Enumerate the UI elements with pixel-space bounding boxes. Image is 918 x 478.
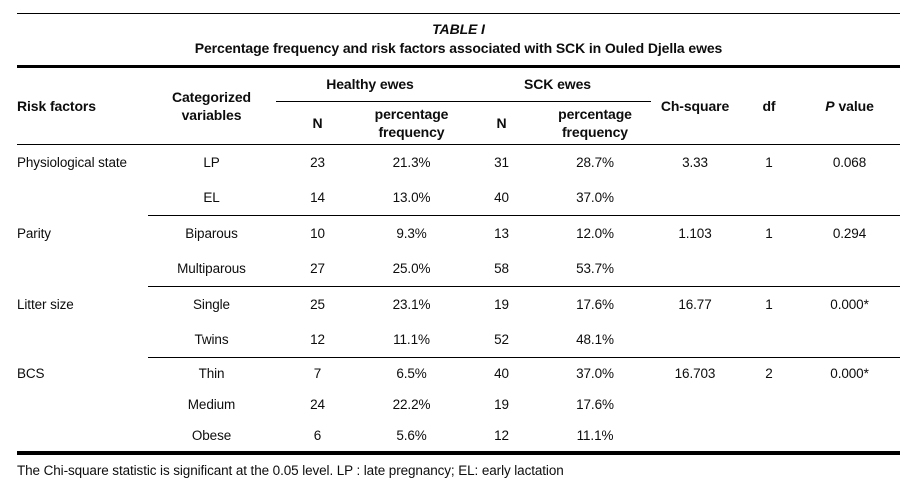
header-sck-percentage-frequency: percentage frequency <box>558 105 632 140</box>
table-header: Risk factors Categorized variables Healt… <box>17 68 900 144</box>
header-p-value-rest: value <box>838 97 874 114</box>
sck-n-cell: 19 <box>494 396 509 412</box>
title-block: TABLE I Percentage frequency and risk fa… <box>17 14 900 65</box>
table-title: TABLE I <box>432 21 485 37</box>
header-sck-ewes: SCK ewes <box>464 68 651 102</box>
top-rule <box>17 13 900 14</box>
healthy-pct-cell: 25.0% <box>392 260 431 276</box>
variable-cell: Multiparous <box>177 260 246 276</box>
sck-pct-cell: 11.1% <box>576 427 614 443</box>
variable-cell: Biparous <box>185 225 238 241</box>
healthy-n-cell: 12 <box>310 331 325 347</box>
sck-n-cell: 58 <box>494 260 509 276</box>
bottom-rule <box>17 451 900 455</box>
header-risk-factors: Risk factors <box>17 97 96 114</box>
header-healthy-ewes: Healthy ewes <box>276 68 464 102</box>
header-p-value-p: P <box>825 97 835 114</box>
sck-n-cell: 52 <box>494 331 509 347</box>
chi-square-cell: 3.33 <box>682 154 708 170</box>
sck-pct-cell: 37.0% <box>576 365 614 381</box>
group-separator <box>148 286 900 287</box>
chi-square-cell: 16.703 <box>674 365 716 381</box>
header-p-value: P value <box>799 68 900 144</box>
table-subtitle: Percentage frequency and risk factors as… <box>194 40 723 56</box>
p-value-cell: 0.294 <box>832 225 867 241</box>
healthy-n-cell: 25 <box>310 296 325 312</box>
header-df: df <box>762 97 776 114</box>
table-footnote: The Chi-square statistic is significant … <box>17 463 564 478</box>
healthy-n-cell: 14 <box>310 189 325 205</box>
healthy-pct-cell: 22.2% <box>392 396 431 412</box>
healthy-pct-cell: 5.6% <box>396 427 427 443</box>
group-parity: Parity Biparous 10 9.3% 13 12.0% Multipa… <box>17 216 900 286</box>
healthy-n-cell: 24 <box>310 396 325 412</box>
sck-n-cell: 31 <box>494 154 509 170</box>
risk-factor-label: BCS <box>17 365 45 381</box>
healthy-pct-cell: 23.1% <box>392 296 431 312</box>
sck-pct-cell: 28.7% <box>576 154 614 170</box>
header-healthy-n: N <box>312 114 323 131</box>
table-page: TABLE I Percentage frequency and risk fa… <box>17 0 900 478</box>
p-value-cell: 0.068 <box>832 154 867 170</box>
df-cell: 1 <box>765 154 773 170</box>
risk-factor-label: Physiological state <box>17 154 127 170</box>
healthy-pct-cell: 21.3% <box>392 154 431 170</box>
variable-cell: Single <box>193 296 230 312</box>
sck-pct-cell: 53.7% <box>576 260 614 276</box>
p-value-cell: 0.000* <box>830 365 869 381</box>
variable-cell: Obese <box>191 427 232 443</box>
healthy-n-cell: 23 <box>310 154 325 170</box>
healthy-pct-cell: 9.3% <box>396 225 427 241</box>
risk-factor-label: Litter size <box>17 296 74 312</box>
group-litter-size: Litter size Single 25 23.1% 19 17.6% Twi… <box>17 287 900 357</box>
variable-cell: Thin <box>198 365 225 381</box>
header-sck-n: N <box>496 114 507 131</box>
df-cell: 1 <box>765 296 773 312</box>
group-separator <box>148 215 900 216</box>
risk-factor-label: Parity <box>17 225 51 241</box>
title-rule <box>17 65 900 68</box>
variable-cell: LP <box>203 154 220 170</box>
sck-pct-cell: 17.6% <box>576 396 614 412</box>
sck-pct-cell: 17.6% <box>576 296 614 312</box>
healthy-pct-cell: 13.0% <box>392 189 431 205</box>
sck-pct-cell: 12.0% <box>576 225 614 241</box>
sck-n-cell: 19 <box>494 296 509 312</box>
group-physiological-state: Physiological state LP 23 21.3% 31 28.7%… <box>17 145 900 215</box>
healthy-pct-cell: 6.5% <box>396 365 427 381</box>
variable-cell: EL <box>203 189 220 205</box>
header-healthy-percentage-frequency: percentage frequency <box>374 105 449 140</box>
group-bcs: BCS Thin 7 6.5% 40 37.0% Medium 24 22.2%… <box>17 358 900 451</box>
sck-pct-cell: 48.1% <box>576 331 614 347</box>
healthy-n-cell: 6 <box>313 427 322 443</box>
p-value-cell: 0.000* <box>830 296 869 312</box>
chi-square-cell: 16.77 <box>678 296 712 312</box>
chi-square-cell: 1.103 <box>678 225 712 241</box>
healthy-pct-cell: 11.1% <box>393 331 430 347</box>
variable-cell: Twins <box>194 331 229 347</box>
sck-n-cell: 40 <box>494 189 509 205</box>
sck-pct-cell: 37.0% <box>576 189 614 205</box>
header-rule <box>17 144 900 145</box>
sck-n-cell: 13 <box>494 225 509 241</box>
variable-cell: Medium <box>187 396 236 412</box>
sck-n-cell: 12 <box>494 427 509 443</box>
df-cell: 1 <box>765 225 773 241</box>
sck-n-cell: 40 <box>494 365 509 381</box>
header-categorized-variables: Categorized variables <box>171 88 252 123</box>
healthy-n-cell: 7 <box>313 365 322 381</box>
healthy-n-cell: 27 <box>310 260 325 276</box>
df-cell: 2 <box>765 365 773 381</box>
healthy-n-cell: 10 <box>310 225 325 241</box>
header-chi-square: Ch-square <box>660 97 730 114</box>
group-separator <box>148 357 900 358</box>
